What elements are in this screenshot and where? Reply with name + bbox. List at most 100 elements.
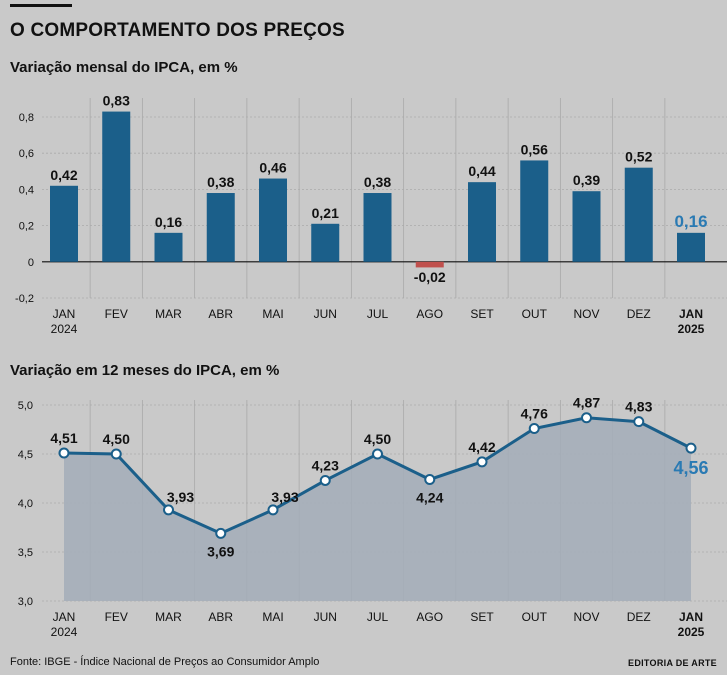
- top-rule: [10, 4, 72, 7]
- x-tick-label: ABR: [208, 307, 233, 321]
- data-label: 3,93: [271, 489, 298, 505]
- bar: [677, 232, 705, 262]
- data-label: 0,38: [364, 174, 391, 190]
- data-label: 4,42: [468, 439, 495, 455]
- bar: [206, 193, 235, 262]
- data-label: 0,42: [50, 167, 77, 183]
- data-label: 0,83: [103, 93, 130, 109]
- x-tick-label: ABR: [208, 610, 233, 624]
- data-label: 0,44: [468, 163, 495, 179]
- bar: [572, 191, 601, 262]
- y-tick-label: -0,2: [15, 293, 34, 305]
- x-tick-label: OUT: [522, 307, 548, 321]
- x-tick-label: JUL: [367, 610, 389, 624]
- data-label: 0,52: [625, 149, 652, 165]
- data-label: 3,69: [207, 543, 234, 559]
- y-tick-label: 3,0: [18, 596, 33, 608]
- x-tick-label: JUL: [367, 307, 389, 321]
- data-point: [372, 448, 383, 460]
- x-tick-year: 2024: [51, 625, 78, 639]
- data-label: 3,93: [167, 489, 194, 505]
- bar: [624, 167, 653, 262]
- data-point: [581, 412, 592, 424]
- data-label: 0,56: [521, 141, 548, 157]
- x-tick-label: JAN: [679, 307, 703, 321]
- x-tick-label: SET: [470, 610, 494, 624]
- x-tick-label: DEZ: [627, 307, 651, 321]
- source-note: Fonte: IBGE - Índice Nacional de Preços …: [10, 656, 320, 668]
- x-tick-label: NOV: [573, 610, 599, 624]
- data-label: -0,02: [414, 269, 446, 285]
- area-fill: [64, 417, 691, 601]
- data-label: 0,21: [312, 205, 339, 221]
- y-tick-label: 0,8: [19, 112, 34, 124]
- bar: [468, 182, 496, 262]
- y-tick-label: 0: [28, 257, 34, 269]
- data-label: 4,83: [625, 399, 652, 415]
- x-tick-label: OUT: [522, 610, 548, 624]
- annual-line-chart: 5,04,54,03,53,04,51JAN20244,50FEV3,93MAR…: [18, 395, 727, 639]
- bar: [415, 261, 444, 268]
- x-tick-label: JAN: [53, 307, 76, 321]
- page-title: O COMPORTAMENTO DOS PREÇOS: [10, 20, 345, 41]
- x-tick-label: MAR: [155, 307, 182, 321]
- data-label: 4,51: [50, 430, 77, 446]
- y-tick-label: 0,2: [19, 221, 34, 233]
- data-point: [110, 448, 122, 460]
- data-label: 4,56: [673, 458, 708, 478]
- x-tick-label: JUN: [314, 307, 337, 321]
- data-point: [215, 527, 227, 539]
- data-point: [267, 504, 279, 516]
- x-tick-label: FEV: [105, 610, 128, 624]
- data-label: 4,23: [312, 457, 339, 473]
- data-label: 4,50: [364, 431, 391, 447]
- bar: [259, 178, 287, 262]
- data-label: 0,39: [573, 172, 600, 188]
- x-tick-year: 2025: [678, 322, 705, 336]
- bar: [50, 185, 78, 262]
- data-label: 4,24: [416, 489, 443, 505]
- bar: [520, 160, 549, 262]
- y-tick-label: 0,6: [19, 148, 34, 160]
- data-point: [476, 456, 488, 468]
- bar: [154, 232, 183, 262]
- x-tick-label: JAN: [53, 610, 76, 624]
- x-tick-label: DEZ: [627, 610, 651, 624]
- data-point: [424, 473, 436, 485]
- monthly-bar-chart: 0,80,60,40,20-0,20,42JAN20240,83FEV0,16M…: [15, 93, 727, 336]
- data-label: 4,50: [103, 431, 130, 447]
- x-tick-label: MAI: [262, 610, 283, 624]
- y-tick-label: 0,4: [19, 184, 34, 196]
- data-point: [528, 423, 540, 435]
- credit-note: EDITORIA DE ARTE: [628, 658, 717, 668]
- x-tick-year: 2025: [678, 625, 705, 639]
- data-label: 4,87: [573, 395, 600, 411]
- bar: [363, 193, 392, 262]
- x-tick-label: JAN: [679, 610, 703, 624]
- y-tick-label: 4,5: [18, 449, 33, 461]
- y-tick-label: 3,5: [18, 547, 33, 559]
- data-label: 0,46: [259, 160, 286, 176]
- x-tick-label: MAI: [262, 307, 283, 321]
- x-tick-label: JUN: [314, 610, 337, 624]
- data-point: [633, 416, 645, 428]
- y-tick-label: 5,0: [18, 400, 33, 412]
- data-label: 0,16: [674, 212, 707, 231]
- data-point: [319, 474, 331, 486]
- bar: [102, 111, 131, 262]
- data-label: 0,38: [207, 174, 234, 190]
- x-tick-label: NOV: [573, 307, 599, 321]
- data-label: 0,16: [155, 214, 182, 230]
- annual-chart-title: Variação em 12 meses do IPCA, em %: [10, 362, 280, 379]
- data-point: [58, 447, 70, 459]
- x-tick-label: MAR: [155, 610, 182, 624]
- y-tick-label: 4,0: [18, 498, 33, 510]
- data-label: 4,76: [521, 406, 548, 422]
- x-tick-label: AGO: [416, 610, 443, 624]
- bar: [311, 223, 340, 262]
- x-tick-label: SET: [470, 307, 494, 321]
- x-tick-label: FEV: [105, 307, 128, 321]
- data-point: [163, 504, 174, 516]
- data-point: [685, 442, 697, 454]
- x-tick-label: AGO: [416, 307, 443, 321]
